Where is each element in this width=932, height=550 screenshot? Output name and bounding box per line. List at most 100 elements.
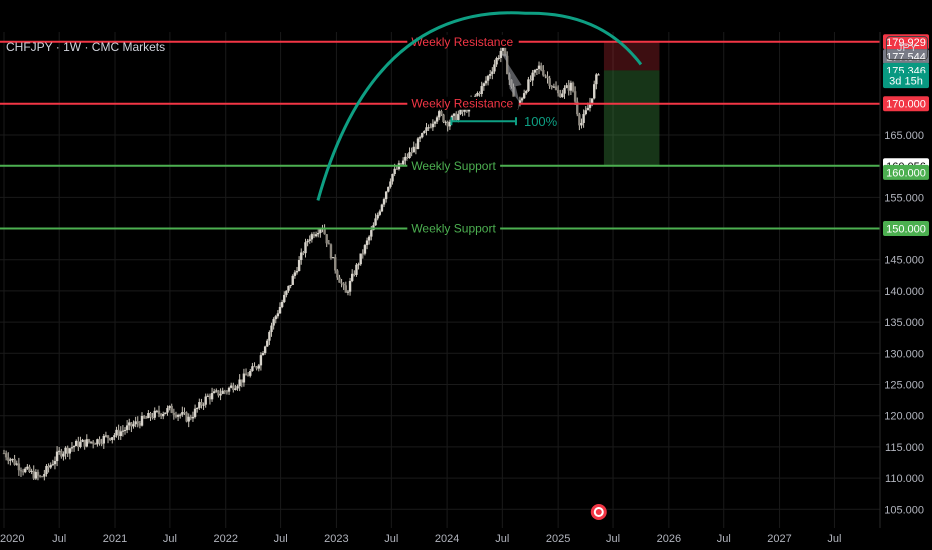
candle-body (94, 443, 97, 445)
candle-body (13, 458, 16, 465)
candle-body (221, 390, 224, 394)
candle-body (266, 340, 269, 347)
candle-body (565, 85, 568, 88)
candle-body (217, 390, 220, 396)
candle-body (427, 127, 430, 129)
x-tick-label: 2027 (767, 533, 791, 545)
candle-body (378, 211, 381, 215)
price-tag-label: 170.000 (886, 99, 926, 111)
candle-body (108, 438, 112, 440)
candle-body (429, 127, 432, 129)
candle-body (461, 109, 464, 112)
candle-body (348, 280, 352, 292)
candle-body (503, 46, 507, 56)
candle-body (145, 417, 148, 419)
candle-body (416, 138, 420, 150)
candle-body (138, 423, 142, 426)
price-tag-bg (883, 221, 929, 237)
candle-body (255, 366, 258, 369)
candle-body (497, 57, 500, 59)
candle-body (257, 365, 260, 369)
candle-body (202, 404, 205, 406)
candle-body (193, 408, 197, 417)
candle-body (361, 253, 365, 255)
candle-body (342, 283, 345, 286)
candle-body (187, 416, 190, 422)
candle-body (569, 82, 573, 91)
candle-body (270, 325, 273, 333)
price-tag-label: 150.000 (886, 224, 926, 236)
candle-body (518, 100, 522, 104)
price-axis-bg (880, 32, 932, 528)
candle-body (26, 466, 29, 469)
candle-body (410, 152, 413, 154)
price-tag-label: 179.929 (886, 37, 926, 49)
candle-body (236, 386, 239, 389)
level-label: Weekly Resistance (411, 35, 513, 49)
candle-body (442, 114, 445, 123)
candle-body (302, 252, 305, 254)
candle-body (389, 181, 392, 187)
candle-body (382, 199, 386, 205)
candle-body (425, 127, 428, 131)
x-tick-label: 2021 (103, 533, 127, 545)
candle-body (584, 110, 587, 115)
x-tick-label: Jul (717, 533, 731, 545)
candle-body (482, 83, 486, 87)
candle-body (531, 72, 534, 81)
candle-body (529, 79, 532, 81)
candle-body (346, 291, 350, 293)
candle-body (32, 470, 35, 479)
candle-body (287, 285, 290, 291)
candle-body (505, 55, 509, 75)
candle-body (106, 435, 110, 439)
candle-body (242, 373, 246, 383)
candle-body (17, 463, 21, 471)
y-tick-label: 105.000 (884, 504, 924, 516)
candle-body (4, 453, 8, 458)
candle-body (183, 412, 186, 414)
candle-body (387, 186, 390, 192)
y-tick-label: 155.000 (884, 192, 924, 204)
candle-body (253, 366, 256, 368)
candle-body (355, 264, 358, 275)
candle-body (580, 122, 583, 126)
candle-body (542, 69, 545, 76)
level-label-bg (407, 34, 519, 48)
candle-body (406, 156, 409, 159)
candle-body (166, 408, 169, 413)
candle-body (476, 93, 479, 96)
candle-body (140, 415, 144, 426)
candle-body (51, 464, 55, 466)
level-label: Weekly Resistance (411, 97, 513, 111)
candle-body (98, 439, 101, 444)
currency-button[interactable]: JPY (886, 36, 928, 60)
candle-body (215, 390, 218, 392)
candle-body (268, 332, 271, 341)
candle-body (363, 245, 367, 254)
candle-body (317, 232, 320, 235)
candle-body (155, 410, 159, 412)
symbol-title[interactable]: CHFJPY · 1W · CMC Markets (6, 40, 166, 54)
candle-body (125, 425, 129, 430)
candle-body (474, 95, 477, 98)
target-icon-center (595, 509, 602, 515)
candle-body (225, 391, 229, 393)
candle-body (130, 422, 133, 427)
candle-body (227, 387, 231, 392)
candle-body (573, 91, 577, 102)
y-tick-label: 165.000 (884, 130, 924, 142)
candle-body (395, 168, 398, 170)
candle-body (495, 58, 498, 65)
candle-body (563, 87, 566, 94)
candle-body (435, 117, 439, 122)
target-icon[interactable] (590, 504, 607, 520)
level-label-bg (407, 158, 501, 172)
candle-body (586, 107, 590, 111)
candle-body (164, 412, 167, 414)
candle-body (334, 257, 337, 271)
candle-body (36, 471, 40, 476)
candle-body (196, 408, 199, 410)
